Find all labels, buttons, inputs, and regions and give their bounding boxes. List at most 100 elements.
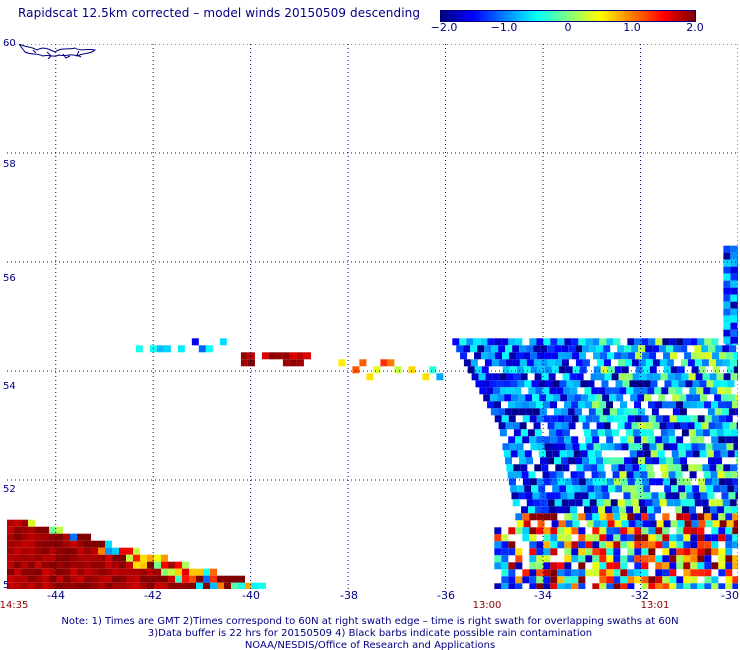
wind-cell	[588, 492, 596, 500]
wind-cell	[624, 499, 632, 507]
wind-cell	[554, 457, 562, 465]
wind-cell	[394, 366, 402, 374]
wind-cell	[592, 436, 600, 444]
wind-cell	[550, 513, 558, 521]
wind-cell	[690, 401, 698, 409]
wind-cell	[662, 415, 670, 423]
wind-cell	[612, 506, 620, 514]
wind-cell	[529, 548, 537, 556]
wind-cell	[684, 520, 692, 528]
wind-cell	[537, 520, 545, 528]
wind-cell	[578, 541, 586, 549]
wind-cell	[735, 408, 738, 416]
wind-cell	[650, 450, 658, 458]
wind-cell	[604, 429, 612, 437]
wind-cell	[641, 534, 649, 542]
wind-cell	[70, 575, 77, 583]
wind-cell	[675, 506, 683, 514]
wind-cell	[580, 485, 588, 493]
wind-cell	[681, 464, 689, 472]
wind-cell	[730, 287, 738, 295]
wind-cell	[726, 520, 734, 528]
wind-cell	[662, 541, 670, 549]
wind-cell	[531, 380, 539, 388]
wind-cell	[737, 315, 738, 323]
wind-cell	[676, 513, 684, 521]
wind-cell	[691, 520, 699, 528]
wind-cell	[716, 429, 724, 437]
wind-cell	[133, 547, 140, 555]
wind-cell	[573, 380, 581, 388]
wind-cell	[567, 492, 575, 500]
wind-cell	[508, 562, 516, 570]
wind-cell	[722, 359, 730, 367]
wind-cell	[42, 561, 49, 569]
wind-cell	[704, 555, 712, 563]
wind-cell	[42, 575, 49, 583]
wind-cell	[718, 436, 726, 444]
wind-cell	[733, 352, 738, 360]
wind-cell	[624, 359, 632, 367]
wind-cell	[546, 394, 554, 402]
wind-cell	[497, 394, 505, 402]
wind-cell	[572, 520, 580, 528]
wind-cell	[718, 583, 726, 589]
wind-cell	[625, 464, 633, 472]
wind-cell	[77, 561, 84, 569]
wind-cell	[564, 583, 572, 589]
wind-cell	[690, 555, 698, 563]
wind-cell	[42, 526, 49, 534]
wind-cell	[579, 352, 587, 360]
wind-cell	[553, 394, 561, 402]
wind-cell	[627, 555, 635, 563]
wind-cell	[522, 401, 530, 409]
wind-cell	[168, 575, 175, 583]
wind-cell	[718, 513, 726, 521]
wind-cell	[63, 568, 70, 576]
wind-cell	[711, 436, 719, 444]
wind-cell	[670, 443, 678, 451]
wind-cell	[563, 387, 571, 395]
wind-cell	[522, 415, 530, 423]
note-line-1: Note: 1) Times are GMT 2)Times correspon…	[61, 616, 679, 627]
wind-cell	[564, 555, 572, 563]
wind-cell	[647, 387, 655, 395]
wind-cell	[589, 457, 597, 465]
wind-cell	[655, 569, 663, 577]
wind-cell	[14, 554, 21, 562]
wind-cell	[35, 540, 42, 548]
wind-cell	[91, 554, 98, 562]
wind-cell	[488, 352, 496, 360]
wind-cell	[634, 478, 642, 486]
wind-cell	[632, 373, 640, 381]
wind-cell	[669, 534, 677, 542]
wind-cell	[641, 576, 649, 584]
wind-cell	[634, 562, 642, 570]
wind-cell	[620, 534, 628, 542]
wind-cell	[585, 548, 593, 556]
wind-cell	[633, 506, 641, 514]
wind-cell	[562, 429, 570, 437]
wind-cell	[119, 561, 126, 569]
wind-cell	[606, 569, 614, 577]
wind-cell	[711, 548, 719, 556]
wind-cell	[676, 576, 684, 584]
wind-cell	[649, 352, 657, 360]
wind-cell	[613, 534, 621, 542]
wind-cell	[119, 575, 126, 583]
wind-cell	[133, 554, 140, 562]
wind-cell	[683, 541, 691, 549]
wind-cell	[452, 338, 460, 346]
wind-cell	[559, 485, 567, 493]
wind-cell	[533, 359, 541, 367]
wind-cell	[196, 568, 203, 576]
wind-cell	[730, 273, 738, 281]
wind-cell	[526, 499, 534, 507]
wind-cell	[735, 394, 738, 402]
wind-cell	[702, 464, 710, 472]
wind-cell	[543, 569, 551, 577]
wind-cell	[631, 499, 639, 507]
wind-cell	[521, 471, 529, 479]
wind-cell	[648, 513, 656, 521]
wind-cell	[711, 401, 719, 409]
